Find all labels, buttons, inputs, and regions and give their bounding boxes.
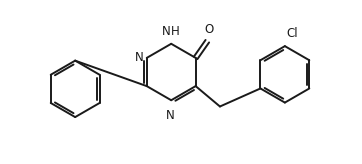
Text: O: O: [205, 23, 214, 36]
Text: N: N: [166, 109, 175, 122]
Text: H: H: [171, 24, 180, 38]
Text: N: N: [135, 51, 143, 64]
Text: N: N: [162, 24, 171, 38]
Text: Cl: Cl: [287, 27, 298, 40]
